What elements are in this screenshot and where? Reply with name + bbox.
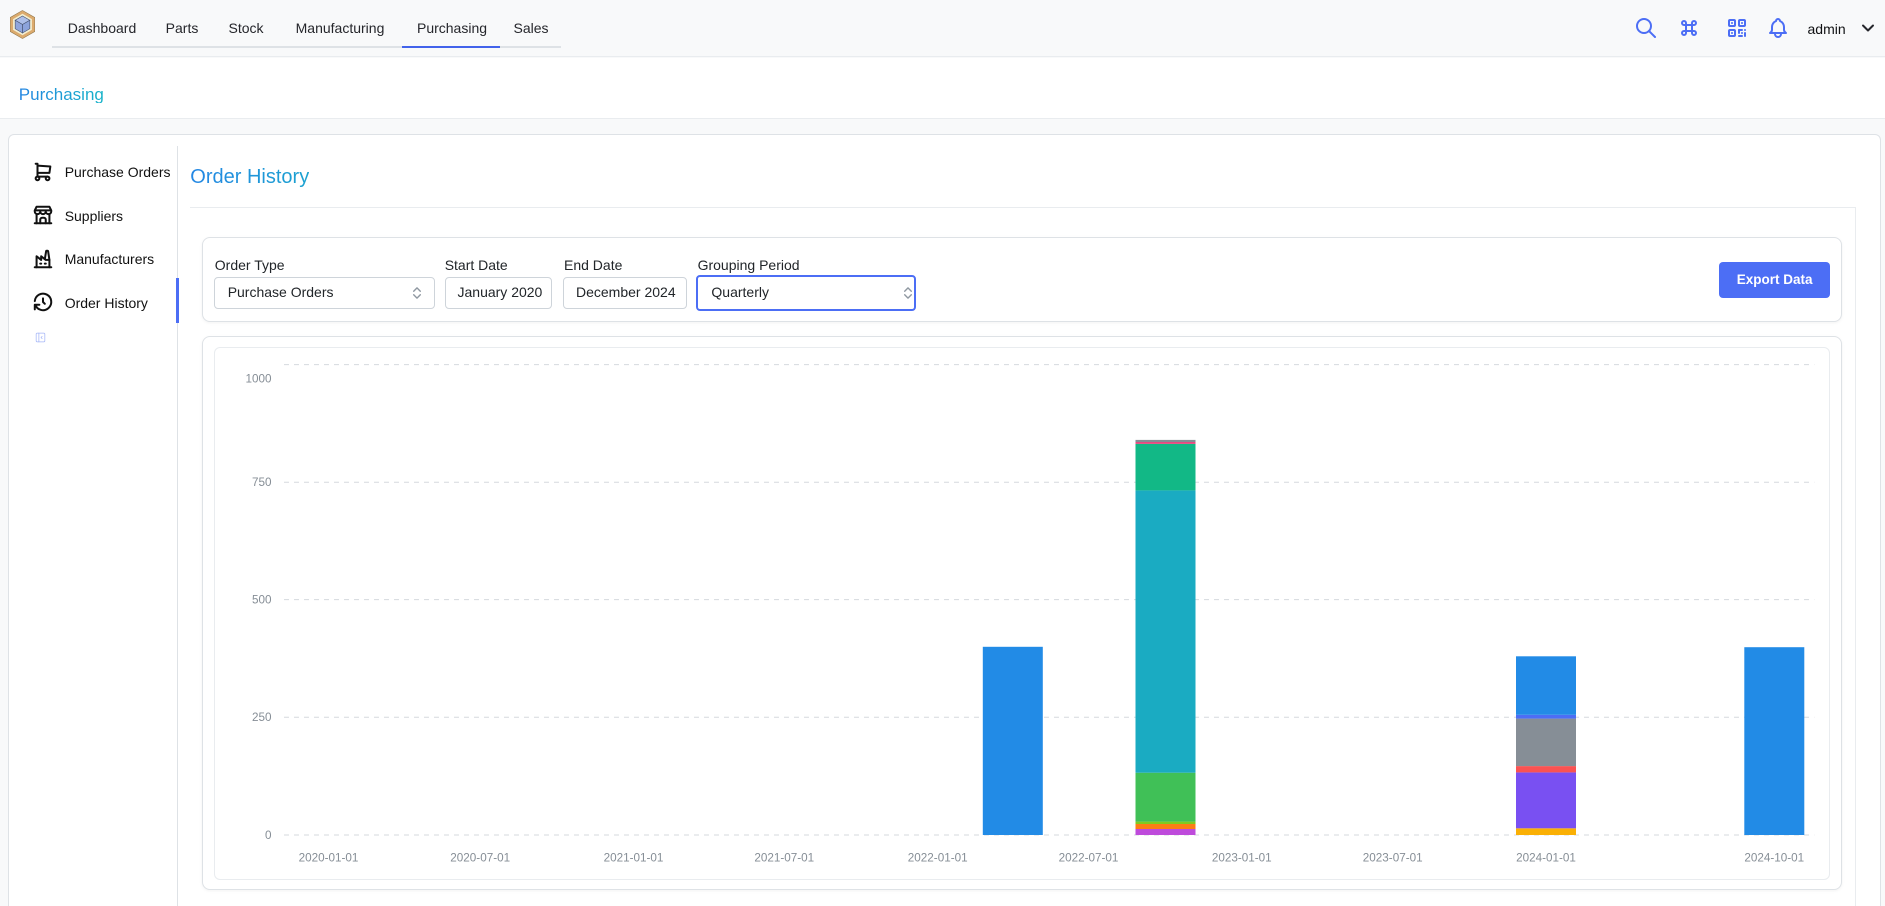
svg-text:2020-01-01: 2020-01-01 (299, 851, 359, 864)
svg-text:2024-10-01: 2024-10-01 (1744, 851, 1804, 864)
svg-text:2021-07-01: 2021-07-01 (754, 851, 814, 864)
svg-text:0: 0 (265, 829, 272, 842)
svg-text:2020-07-01: 2020-07-01 (450, 851, 510, 864)
svg-text:2023-07-01: 2023-07-01 (1363, 851, 1423, 864)
svg-text:2021-01-01: 2021-01-01 (604, 851, 664, 864)
svg-text:1000: 1000 (245, 373, 272, 386)
svg-text:2024-01-01: 2024-01-01 (1516, 851, 1576, 864)
svg-text:2022-01-01: 2022-01-01 (908, 851, 968, 864)
svg-text:500: 500 (252, 593, 272, 606)
svg-text:2023-01-01: 2023-01-01 (1212, 851, 1272, 864)
svg-text:750: 750 (252, 476, 272, 489)
svg-text:250: 250 (252, 711, 272, 724)
svg-text:2022-07-01: 2022-07-01 (1059, 851, 1119, 864)
